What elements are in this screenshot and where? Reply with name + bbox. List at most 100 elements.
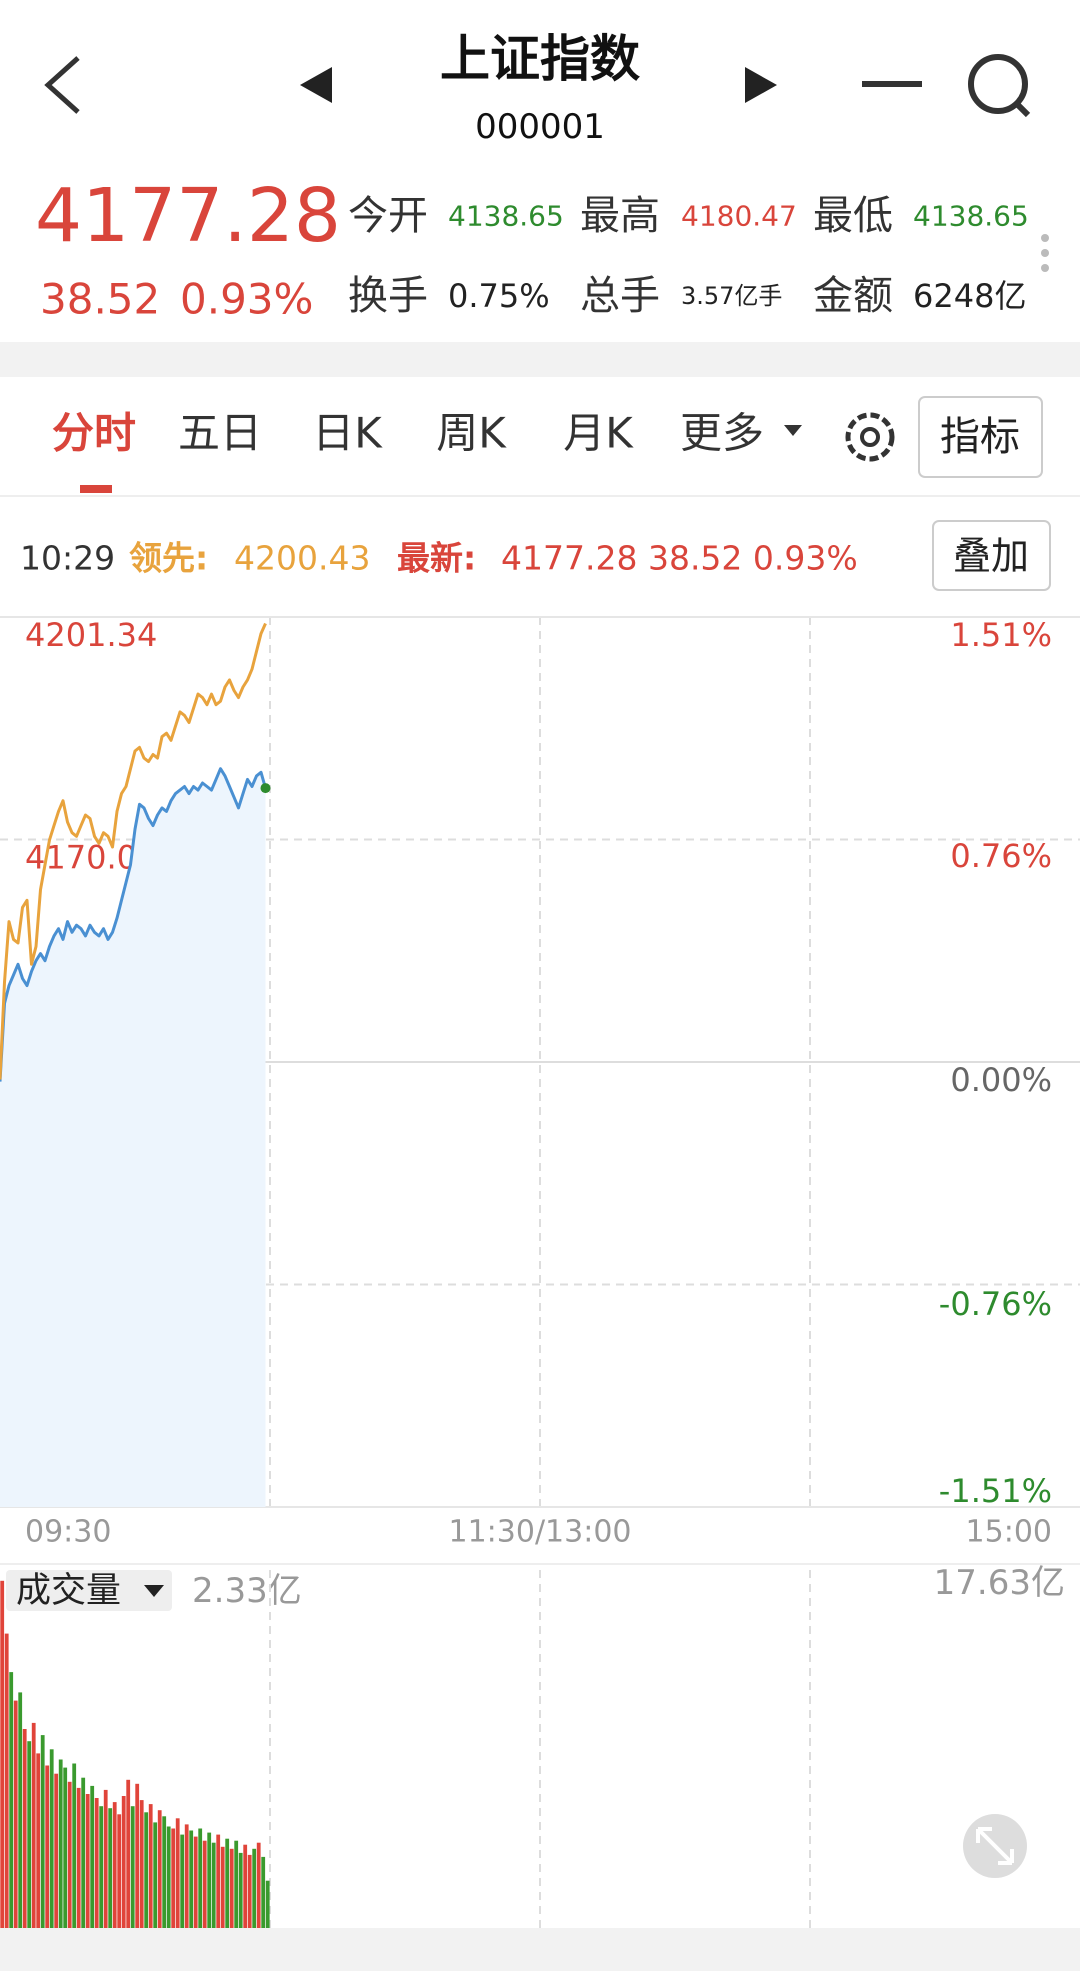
indicator-button[interactable]: 指标 <box>940 414 1020 460</box>
stat-value: 6248亿 <box>913 277 1026 315</box>
volume-bar <box>9 1672 14 1928</box>
prev-button[interactable] <box>300 67 332 103</box>
volume-bar <box>94 1798 99 1928</box>
line <box>0 622 267 1080</box>
title: 上证指数 <box>440 30 640 88</box>
volume-bar <box>0 1580 5 1928</box>
divider <box>0 342 1080 377</box>
next-button[interactable] <box>745 67 777 103</box>
volume-bar <box>252 1848 257 1928</box>
x-tick-label: 15:00 <box>966 1515 1052 1550</box>
stat-label: 换手 <box>348 273 428 319</box>
volume-bar <box>166 1826 171 1928</box>
volume-bar <box>126 1779 131 1928</box>
volume-bar <box>220 1846 225 1928</box>
volume-bar <box>45 1765 50 1928</box>
search-button[interactable] <box>968 54 1031 118</box>
volume-bar <box>108 1808 113 1928</box>
y2-tick-label: 1.51% <box>950 616 1052 654</box>
volume-bar <box>243 1844 248 1928</box>
more-dot <box>1041 249 1049 257</box>
indicator-button-box[interactable] <box>918 396 1043 478</box>
volume-bar <box>63 1767 68 1928</box>
latest-value: 4177.28 38.52 0.93% <box>501 539 858 578</box>
volume-bar <box>229 1848 234 1928</box>
y2-tick-label: 0.00% <box>950 1061 1052 1099</box>
stat-value: 4138.65 <box>913 200 1029 233</box>
more-dot <box>1041 264 1049 272</box>
lead-value: 4200.43 <box>234 539 370 578</box>
stat-value: 4138.65 <box>448 200 564 233</box>
overlay-button[interactable]: 叠加 <box>953 534 1029 578</box>
volume-bar <box>54 1773 59 1928</box>
code: 000001 <box>475 107 605 147</box>
y2-tick-label: -1.51% <box>939 1472 1052 1510</box>
gear-center <box>860 427 880 447</box>
bottom-band <box>0 1928 1080 1971</box>
volume-bar <box>153 1822 158 1928</box>
change: 38.52 <box>40 275 160 324</box>
volume-max-label: 17.63亿 <box>934 1563 1065 1603</box>
tab[interactable]: 分时 <box>52 409 136 458</box>
volume-bar <box>76 1787 81 1928</box>
volume-bar <box>99 1806 104 1928</box>
volume-bar <box>261 1856 266 1928</box>
settings-button[interactable] <box>845 412 895 462</box>
volume-selector[interactable] <box>6 1570 172 1611</box>
stat-value: 0.75% <box>448 277 550 315</box>
stat-label: 金额 <box>813 273 893 319</box>
volume-bar <box>193 1836 198 1928</box>
volume-bar <box>256 1842 261 1928</box>
latest-label: 最新: <box>397 539 476 578</box>
volume-bar <box>27 1741 32 1928</box>
volume-bar <box>247 1854 252 1928</box>
volume-bar <box>85 1794 90 1928</box>
y2-tick-label: -0.76% <box>939 1285 1052 1323</box>
volume-bar <box>139 1800 144 1928</box>
volume-bar <box>211 1842 216 1928</box>
volume-bar <box>40 1735 45 1928</box>
tab[interactable]: 月K <box>563 409 634 458</box>
stat-value: 4180.47 <box>681 200 797 233</box>
volume-bar <box>157 1810 162 1928</box>
back-button[interactable] <box>44 56 80 114</box>
price: 4177.28 <box>35 173 341 259</box>
volume-bar <box>121 1796 126 1928</box>
y2-tick-label: 0.76% <box>950 837 1052 875</box>
volume-bar <box>18 1692 23 1928</box>
volume-bar <box>148 1804 153 1928</box>
volume-bar <box>49 1749 54 1928</box>
volume-bar <box>72 1763 77 1928</box>
last-point <box>260 783 271 794</box>
stat-label: 今开 <box>348 193 428 239</box>
volume-bar <box>202 1840 207 1928</box>
volume-bar <box>144 1812 149 1928</box>
search-icon-handle <box>1013 100 1031 118</box>
overlay-button-box[interactable] <box>932 520 1051 591</box>
tab[interactable]: 更多 <box>680 409 764 458</box>
lead-label: 领先: <box>129 539 208 578</box>
tab-underline <box>80 485 112 493</box>
stat-label: 最低 <box>813 193 893 239</box>
x-tick-label: 11:30/13:00 <box>448 1515 631 1550</box>
more-dot <box>1041 234 1049 242</box>
volume-bar <box>58 1759 63 1928</box>
stat-value: 3.57亿手 <box>681 282 782 310</box>
volume-bar <box>238 1852 243 1928</box>
volume-bar <box>13 1700 18 1928</box>
dropdown-arrow <box>784 425 802 436</box>
volume-dropdown-arrow <box>144 1585 164 1597</box>
volume-bar <box>171 1828 176 1928</box>
gear-icon <box>845 412 895 462</box>
x-tick-label: 09:30 <box>25 1515 111 1550</box>
search-icon <box>968 54 1028 114</box>
volume-bar <box>36 1753 41 1928</box>
tab[interactable]: 周K <box>436 409 507 458</box>
tab[interactable]: 五日 <box>178 409 262 458</box>
tab[interactable]: 日K <box>312 409 383 458</box>
volume-bar <box>189 1830 194 1928</box>
volume-bar <box>198 1828 203 1928</box>
volume-bar <box>103 1789 108 1928</box>
volume-bar <box>175 1818 180 1928</box>
